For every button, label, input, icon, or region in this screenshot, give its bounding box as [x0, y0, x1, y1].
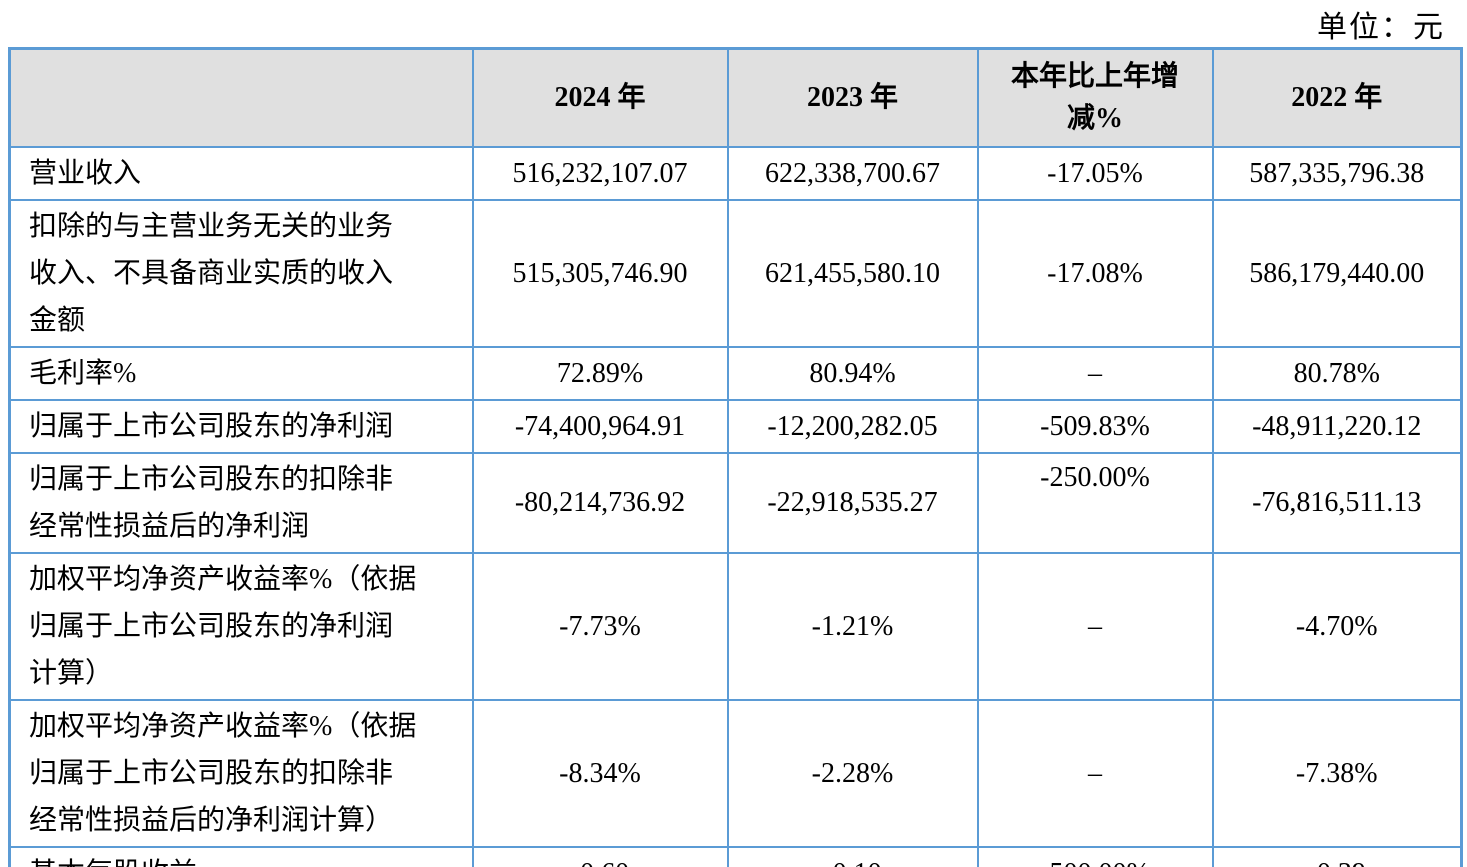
col-header-2023-label: 2023 年 — [806, 82, 898, 113]
row-label-cell: 基本每股收益 — [8, 846, 474, 867]
row-label-cell: 归属于上市公司股东的扣除非经常性损益后的净利润 — [8, 452, 474, 554]
financial-table: 2024 年 2023 年 本年比上年增减% 2022 年 营业收入 516,2… — [8, 47, 1463, 867]
value-cell: 622,338,700.67 — [726, 146, 979, 201]
col-header-2022: 2022 年 — [1211, 47, 1463, 148]
value-cell: -2.28% — [726, 699, 979, 848]
value-cell: 587,335,796.38 — [1211, 146, 1463, 201]
value-cell: -17.05% — [976, 146, 1214, 201]
col-header-2024: 2024 年 — [471, 47, 729, 148]
value-cell: -1.21% — [726, 552, 979, 701]
table-row: 毛利率% 72.89% 80.94% – 80.78% — [8, 346, 1463, 401]
value-cell: – — [976, 699, 1214, 848]
row-label-cell: 归属于上市公司股东的净利润 — [8, 399, 474, 454]
col-header-2022-label: 2022 年 — [1291, 82, 1383, 113]
col-header-2024-label: 2024 年 — [554, 82, 646, 113]
row-label-cell: 毛利率% — [8, 346, 474, 401]
col-header-blank — [8, 47, 474, 148]
value-cell: -80,214,736.92 — [471, 452, 729, 554]
row-label-cell: 营业收入 — [8, 146, 474, 201]
col-header-2023: 2023 年 — [726, 47, 979, 148]
row-label-cell: 加权平均净资产收益率%（依据归属于上市公司股东的扣除非经常性损益后的净利润计算） — [8, 699, 474, 848]
header-row: 2024 年 2023 年 本年比上年增减% 2022 年 — [8, 47, 1463, 148]
value-cell: -74,400,964.91 — [471, 399, 729, 454]
row-label-cell: 加权平均净资产收益率%（依据归属于上市公司股东的净利润计算） — [8, 552, 474, 701]
row-label-cell: 扣除的与主营业务无关的业务收入、不具备商业实质的收入金额 — [8, 199, 474, 348]
value-cell: 516,232,107.07 — [471, 146, 729, 201]
value-cell: -22,918,535.27 — [726, 452, 979, 554]
table-body: 营业收入 516,232,107.07 622,338,700.67 -17.0… — [8, 146, 1463, 867]
table-row: 归属于上市公司股东的扣除非经常性损益后的净利润 -80,214,736.92 -… — [8, 452, 1463, 554]
value-cell: 80.78% — [1211, 346, 1463, 401]
value-cell: -7.38% — [1211, 699, 1463, 848]
value-cell: – — [976, 346, 1214, 401]
value-cell: -76,816,511.13 — [1211, 452, 1463, 554]
value-cell: 621,455,580.10 — [726, 199, 979, 348]
col-header-yoy-change: 本年比上年增减% — [976, 47, 1214, 148]
value-cell: -500.00% — [976, 846, 1214, 867]
value-cell: 515,305,746.90 — [471, 199, 729, 348]
value-cell: 80.94% — [726, 346, 979, 401]
value-cell: -0.10 — [726, 846, 979, 867]
table-row: 加权平均净资产收益率%（依据归属于上市公司股东的净利润计算） -7.73% -1… — [8, 552, 1463, 701]
col-header-yoy-change-label: 本年比上年增减% — [1010, 61, 1179, 134]
value-cell: -0.39 — [1211, 846, 1463, 867]
value-cell: -250.00% — [976, 452, 1214, 554]
table-row: 加权平均净资产收益率%（依据归属于上市公司股东的扣除非经常性损益后的净利润计算）… — [8, 699, 1463, 848]
value-cell: -12,200,282.05 — [726, 399, 979, 454]
value-cell: -0.60 — [471, 846, 729, 867]
table-row: 扣除的与主营业务无关的业务收入、不具备商业实质的收入金额 515,305,746… — [8, 199, 1463, 348]
table-header: 2024 年 2023 年 本年比上年增减% 2022 年 — [8, 47, 1463, 148]
value-cell: -8.34% — [471, 699, 729, 848]
table-row: 归属于上市公司股东的净利润 -74,400,964.91 -12,200,282… — [8, 399, 1463, 454]
value-cell: 586,179,440.00 — [1211, 199, 1463, 348]
unit-label: 单位：元 — [1317, 11, 1445, 44]
value-cell: – — [976, 552, 1214, 701]
value-cell: -48,911,220.12 — [1211, 399, 1463, 454]
table-row: 营业收入 516,232,107.07 622,338,700.67 -17.0… — [8, 146, 1463, 201]
value-cell: -17.08% — [976, 199, 1214, 348]
value-cell: -4.70% — [1211, 552, 1463, 701]
value-cell: -509.83% — [976, 399, 1214, 454]
value-cell: -7.73% — [471, 552, 729, 701]
value-cell: 72.89% — [471, 346, 729, 401]
table-row: 基本每股收益 -0.60 -0.10 -500.00% -0.39 — [8, 846, 1463, 867]
